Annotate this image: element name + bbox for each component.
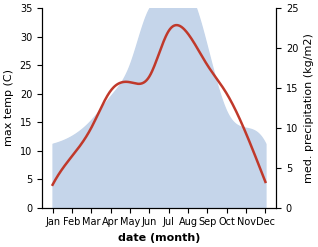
X-axis label: date (month): date (month) — [118, 233, 200, 243]
Y-axis label: max temp (C): max temp (C) — [4, 69, 14, 146]
Y-axis label: med. precipitation (kg/m2): med. precipitation (kg/m2) — [304, 33, 314, 183]
